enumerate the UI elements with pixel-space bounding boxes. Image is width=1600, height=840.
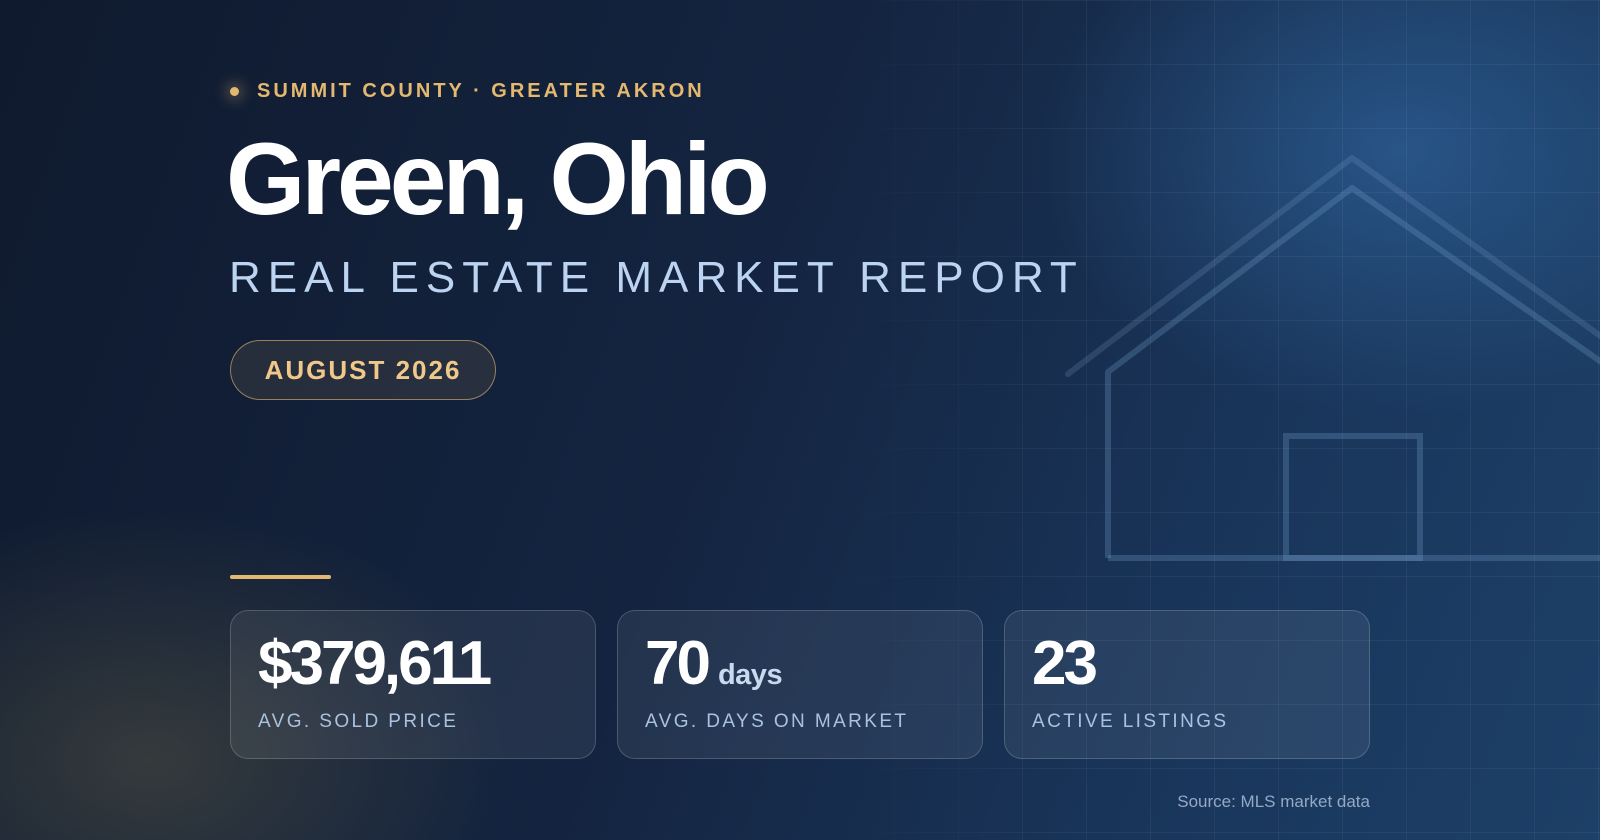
stat-card-avg-sold-price: $379,611 AVG. SOLD PRICE (230, 610, 596, 759)
stat-value-row: 70 days (645, 633, 956, 709)
source-note: Source: MLS market data (1177, 792, 1370, 811)
stat-value-row: 23 (1032, 633, 1343, 709)
stat-label: AVG. SOLD PRICE (258, 711, 459, 732)
stat-label: ACTIVE LISTINGS (1032, 711, 1229, 732)
background-grid (830, 0, 1600, 840)
stat-card-active-listings: 23 ACTIVE LISTINGS (1004, 610, 1370, 759)
stat-card-avg-days-on-market: 70 days AVG. DAYS ON MARKET (617, 610, 983, 759)
stat-label: AVG. DAYS ON MARKET (645, 711, 909, 732)
stat-value: 23 (1032, 629, 1098, 698)
stat-value-row: $379,611 (258, 633, 569, 709)
house-outline-icon (1065, 155, 1600, 561)
location-eyebrow: SUMMIT COUNTY · GREATER AKRON (230, 80, 705, 103)
report-subtitle: REAL ESTATE MARKET REPORT (229, 253, 1084, 302)
date-badge: AUGUST 2026 (230, 340, 496, 400)
page-title: Green, Ohio (226, 122, 770, 236)
stats-row: $379,611 AVG. SOLD PRICE 70 days AVG. DA… (230, 610, 1370, 759)
location-label: SUMMIT COUNTY · GREATER AKRON (257, 80, 705, 102)
dot-icon (230, 87, 239, 96)
stat-unit: days (717, 659, 783, 691)
stat-value: $379,611 (258, 629, 492, 698)
accent-divider (230, 575, 331, 579)
stat-value: 70 (645, 629, 711, 698)
